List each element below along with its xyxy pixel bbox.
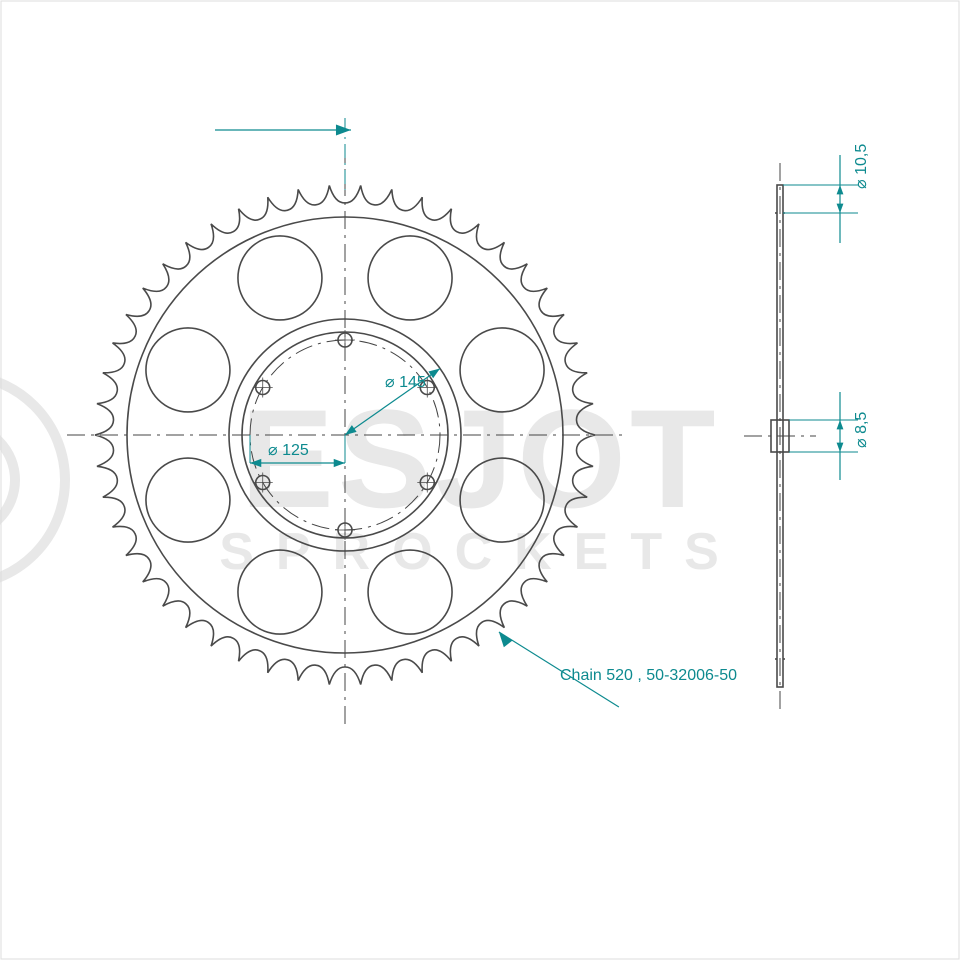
drawing-canvas: ESJOT SPROCKETS ⌀ 125⌀ 145⌀ 10,5⌀ 8,5Cha… — [0, 0, 960, 960]
chain-note: Chain 520 , 50-32006-50 — [560, 667, 737, 684]
svg-text:⌀ 8,5: ⌀ 8,5 — [853, 412, 870, 448]
drawing-svg: ⌀ 125 ⌀ 145 ⌀ 10,5 ⌀ 8,5 Chain 520 , 50-3200… — [0, 0, 960, 960]
svg-text:⌀ 145: ⌀ 145 — [385, 374, 426, 391]
svg-text:⌀ 10,5: ⌀ 10,5 — [853, 144, 870, 189]
svg-text:⌀ 125: ⌀ 125 — [268, 442, 309, 459]
